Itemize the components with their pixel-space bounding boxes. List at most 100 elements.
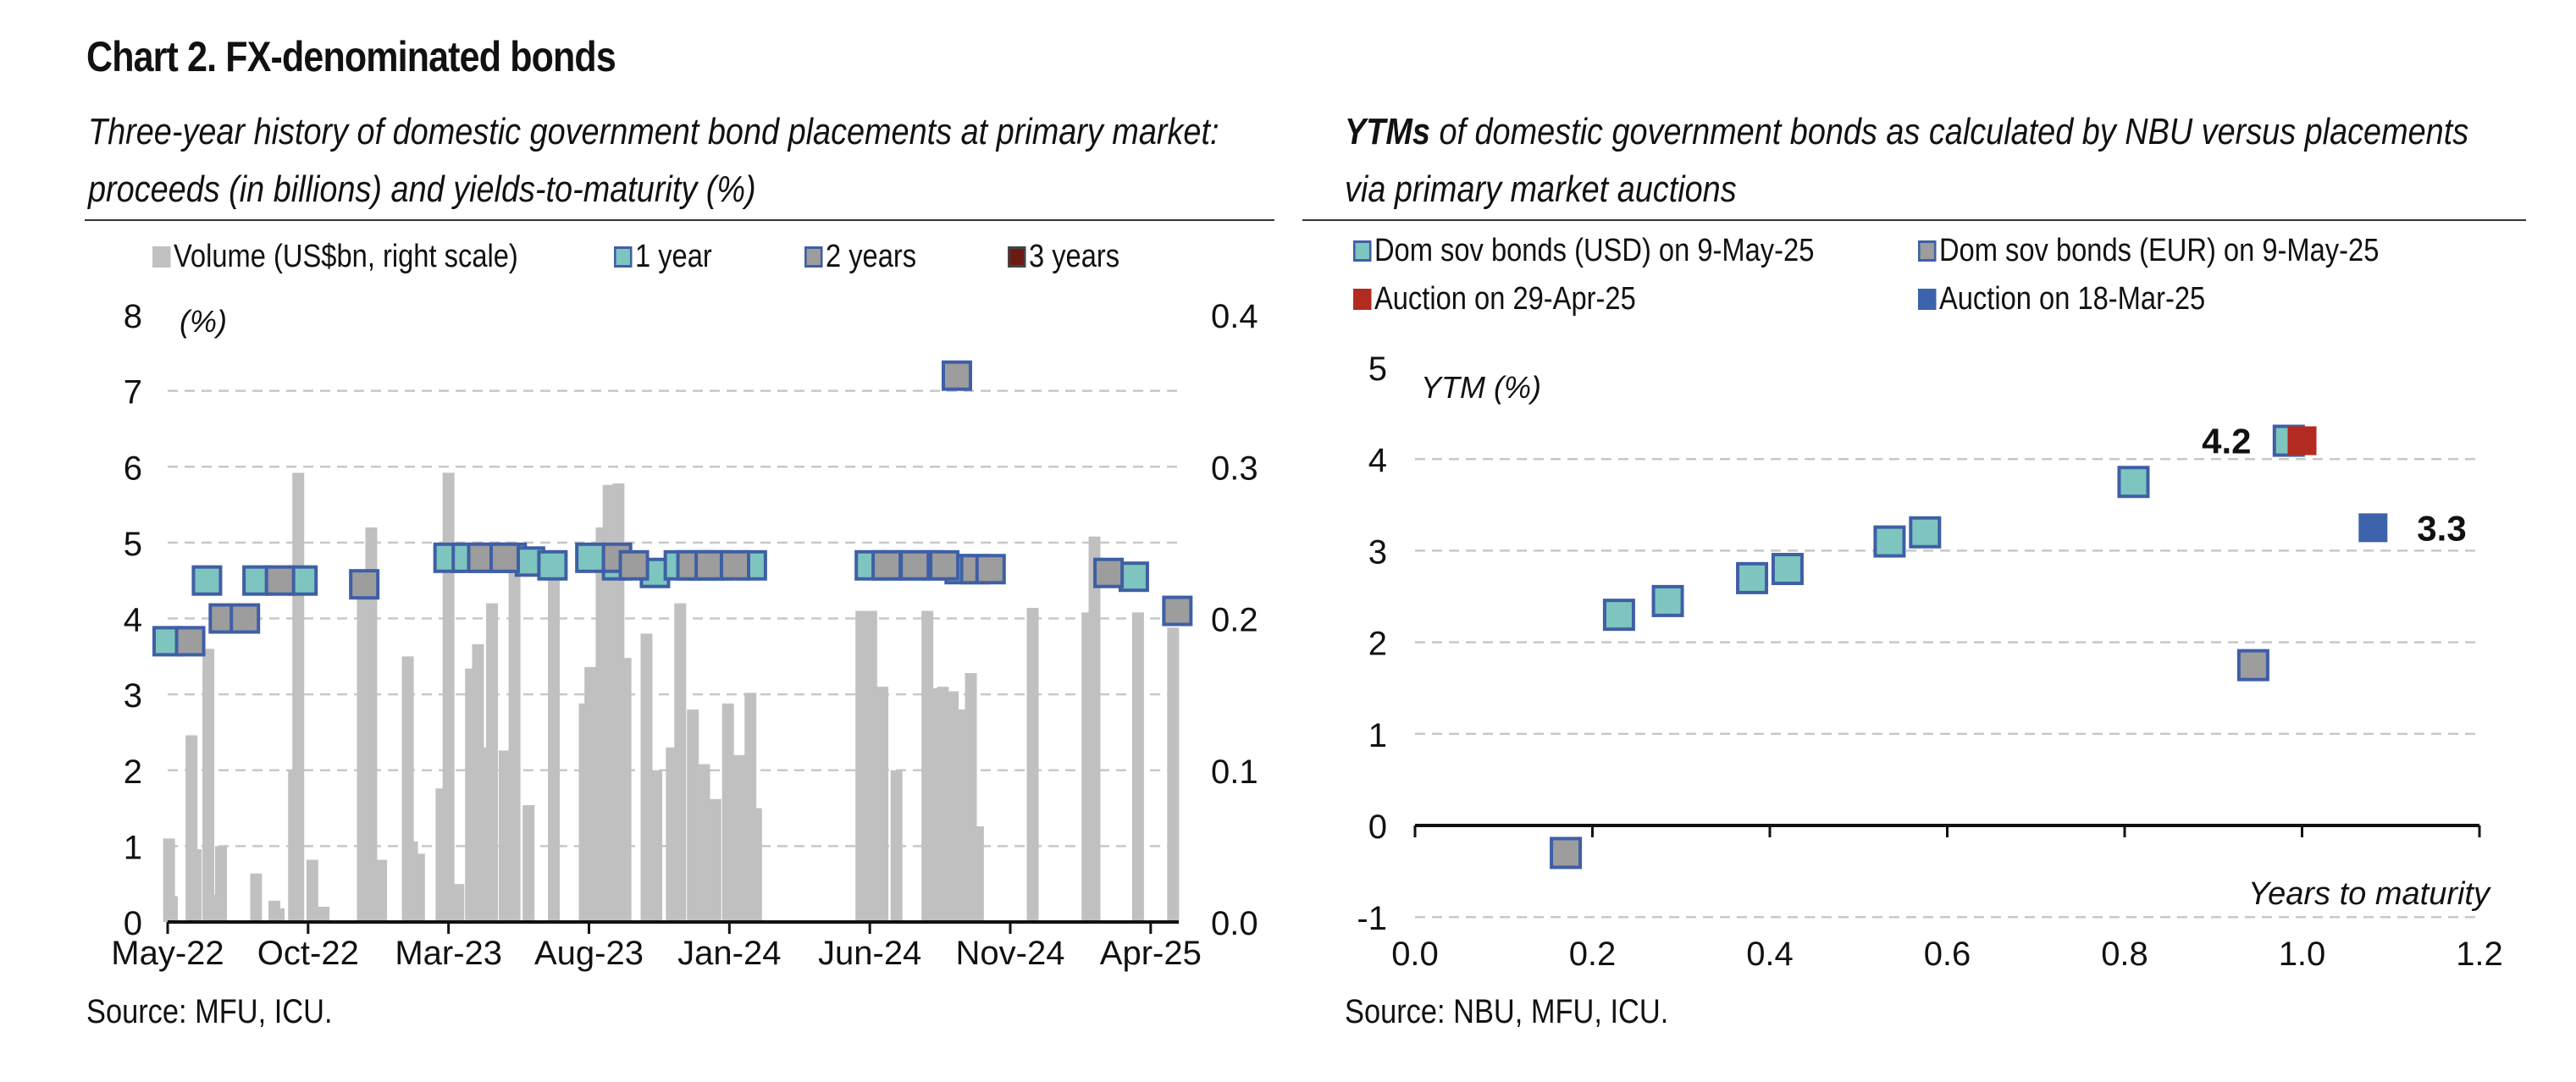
legend-item-auction-18-mar: Auction on 18-Mar-25 (1918, 281, 2205, 317)
x-tick-label: 0.8 (2101, 936, 2148, 973)
yield-marker (264, 565, 296, 596)
volume-bar (508, 557, 521, 922)
legend-label: Dom sov bonds (EUR) on 9-May-25 (1938, 233, 2380, 268)
yield-marker (191, 565, 223, 596)
volume-bar (442, 472, 455, 922)
volume-bar (732, 754, 745, 922)
right-subtitle-emph: YTMs (1345, 111, 1430, 152)
y-tick-label: 4 (1368, 442, 1387, 479)
y2-tick-label: 0.2 (1211, 602, 1258, 639)
y2-tick-label: 0.4 (1211, 298, 1258, 335)
x-tick-label: Aug-23 (534, 935, 644, 972)
page-title: Chart 2. FX-denominated bonds (86, 33, 616, 80)
volume-bar (165, 896, 178, 922)
yield-marker (1093, 557, 1125, 588)
volume-bar (452, 884, 465, 922)
left-panel-subtitle: Three-year history of domestic governmen… (88, 103, 1219, 218)
y-tick-label: 5 (124, 526, 142, 563)
y-tick-label: 8 (124, 298, 142, 335)
x-tick-label: 0.4 (1746, 936, 1794, 973)
x-tick-label: Oct-22 (257, 935, 359, 972)
yield-marker (899, 549, 931, 581)
volume-bar (273, 908, 285, 922)
x-tick-label: 1.2 (2456, 936, 2503, 973)
x-tick-label: Apr-25 (1100, 935, 1202, 972)
y-tick-label: 3 (1368, 533, 1387, 571)
x-tick-label: Jun-24 (818, 935, 921, 972)
volume-bar (640, 633, 653, 922)
volume-bar (937, 687, 949, 922)
y-tick-label: 1 (1368, 717, 1387, 754)
x-tick-label: Nov-24 (956, 935, 1065, 972)
yield-marker (575, 542, 606, 573)
volume-bar (306, 859, 318, 922)
y-tick-label: 2 (1368, 626, 1387, 663)
ytm-marker (2236, 649, 2269, 682)
right-subtitle-line2: via primary market auctions (1345, 168, 1737, 210)
y-tick-label: 0 (124, 905, 142, 942)
volume-bar (250, 873, 263, 922)
volume-bar (687, 709, 699, 922)
right-header-rule (1302, 219, 2526, 221)
yield-marker (618, 549, 650, 581)
volume-bar (365, 527, 378, 922)
right-source-note: Source: NBU, MFU, ICU. (1345, 993, 1669, 1030)
volume-bar (318, 907, 330, 922)
yield-marker (871, 549, 903, 581)
volume-bar (650, 770, 663, 922)
legend-item-usd-bonds: Dom sov bonds (USD) on 9-May-25 (1353, 233, 1814, 269)
volume-bar (619, 658, 632, 922)
legend-label: 3 years (1028, 239, 1120, 274)
volume-bar (1131, 612, 1144, 922)
left-subtitle-line2: proceeds (in billions) and yields-to-mat… (88, 168, 756, 210)
legend-item-volume: Volume (US$bn, right scale) (152, 239, 518, 275)
yield-marker (174, 626, 206, 657)
yield-marker (975, 554, 1006, 585)
legend-label: Auction on 29-Apr-25 (1374, 281, 1636, 317)
x-tick-label: Jan-24 (677, 935, 781, 972)
volume-bar (749, 808, 762, 922)
y2-tick-label: 0.3 (1211, 450, 1258, 487)
volume-bar (602, 484, 615, 922)
gray-square-icon (1918, 240, 1937, 262)
data-label: 4.2 (2202, 422, 2251, 461)
red-square-icon (1353, 289, 1372, 310)
gray-square-bordered-icon (804, 246, 823, 268)
ytm-marker (2358, 513, 2388, 543)
yield-marker (1162, 595, 1193, 627)
teal-square-icon (614, 246, 633, 268)
volume-bar (709, 798, 721, 922)
volume-bar (1088, 536, 1101, 922)
volume-bar (674, 603, 687, 922)
y-tick-label: 1 (124, 829, 142, 866)
yield-marker (537, 549, 568, 581)
gray-square-icon (152, 246, 171, 268)
ytm-marker (1602, 599, 1635, 632)
y-tick-label: 0 (1368, 809, 1387, 846)
y-tick-label: 6 (124, 450, 142, 487)
volume-bar (855, 610, 868, 922)
volume-bar (412, 853, 425, 922)
legend-item-1-year: 1 year (614, 239, 712, 275)
volume-bar (292, 472, 305, 922)
volume-bar (865, 610, 877, 922)
ytm-marker (1873, 525, 1906, 558)
teal-square-icon (1353, 240, 1372, 262)
legend-item-auction-29-apr: Auction on 29-Apr-25 (1353, 281, 1636, 317)
volume-bar (1167, 627, 1180, 922)
blue-square-icon (1918, 289, 1937, 310)
y-tick-label: 7 (124, 374, 142, 411)
y-tick-label: 5 (1368, 351, 1387, 388)
volume-bar (375, 859, 388, 922)
volume-bar (698, 764, 710, 922)
right-subtitle-rest: of domestic government bonds as calculat… (1429, 111, 2469, 152)
volume-bar (876, 687, 889, 922)
yield-marker (694, 549, 726, 581)
volume-bar (202, 649, 215, 922)
volume-bar (926, 687, 939, 922)
legend-label: 1 year (634, 239, 712, 274)
volume-bar (486, 603, 499, 922)
ytm-marker (1909, 516, 1942, 549)
legend-label: Auction on 18-Mar-25 (1938, 281, 2206, 317)
x-tick-label: 0.6 (1924, 936, 1971, 973)
